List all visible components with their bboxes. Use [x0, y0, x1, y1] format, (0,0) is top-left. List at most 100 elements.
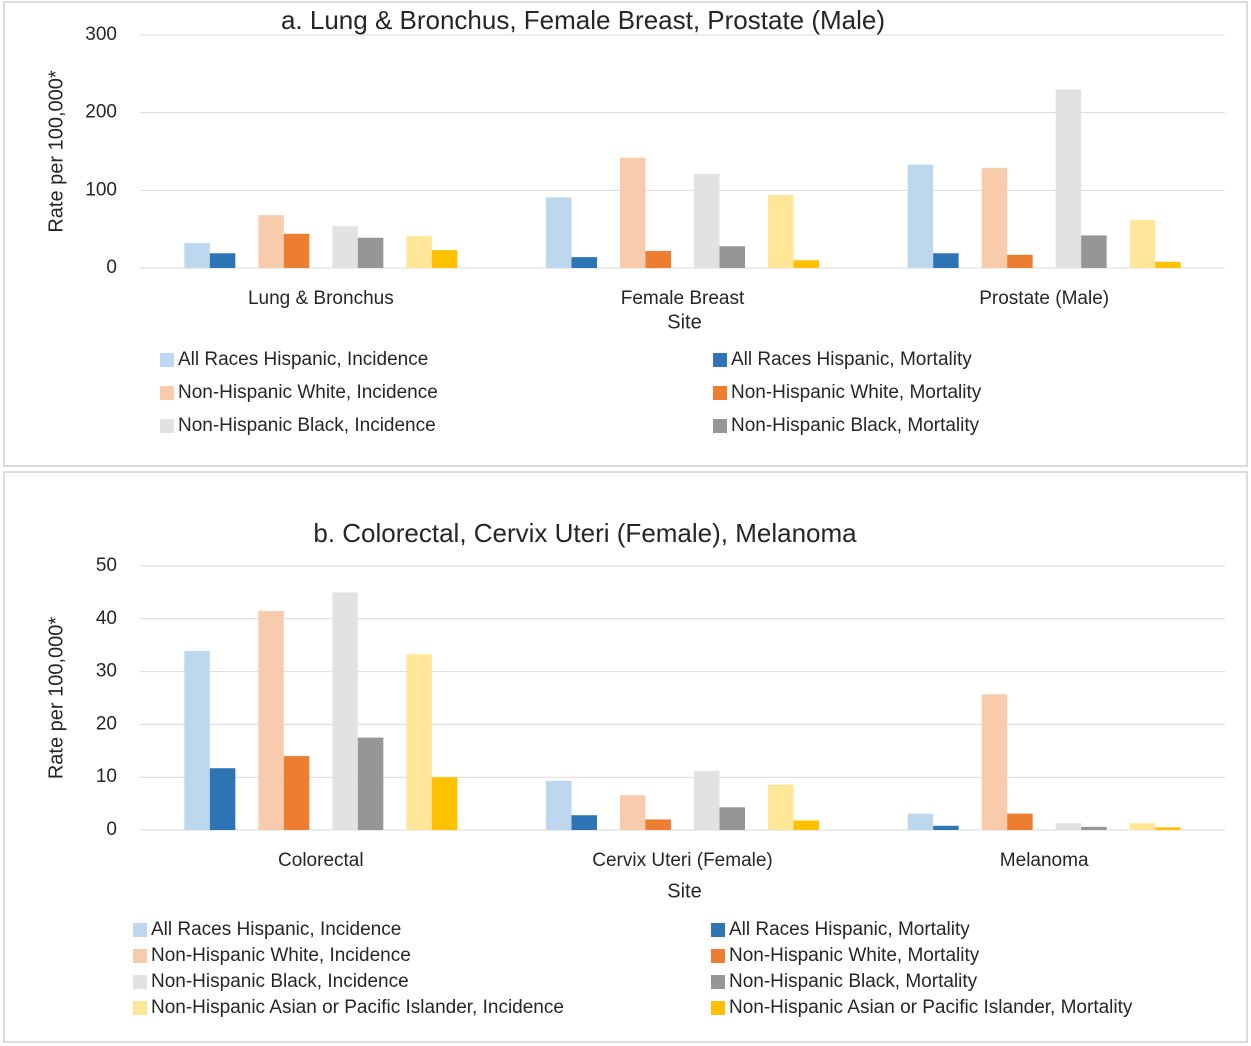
legend-swatch [133, 1001, 147, 1015]
legend-swatch [713, 353, 727, 367]
y-tick-label: 30 [96, 661, 117, 682]
legend-label: All Races Hispanic, Mortality [731, 349, 972, 370]
x-tick-label: Female Breast [621, 288, 745, 309]
bar [1007, 254, 1033, 268]
bar [793, 820, 819, 830]
bar [620, 795, 646, 830]
legend-label: Non-Hispanic Asian or Pacific Islander, … [729, 997, 1133, 1018]
legend-label: All Races Hispanic, Incidence [151, 919, 401, 940]
bar [1007, 813, 1033, 830]
bar [357, 237, 384, 268]
bar [332, 592, 358, 830]
legend-label: Non-Hispanic White, Incidence [151, 945, 411, 966]
bar [645, 819, 671, 830]
legend-label: Non-Hispanic Asian or Pacific Islander, … [151, 997, 564, 1018]
legend-label: Non-Hispanic Black, Incidence [151, 971, 409, 992]
legend-swatch [133, 975, 147, 989]
y-tick-label: 20 [96, 713, 117, 734]
bar [431, 777, 458, 830]
bar [1155, 827, 1181, 830]
chart-title: b. Colorectal, Cervix Uteri (Female), Me… [313, 518, 857, 548]
bar [1129, 219, 1156, 268]
bar [406, 654, 432, 830]
x-tick-label: Lung & Bronchus [248, 288, 394, 309]
legend-label: Non-Hispanic Black, Mortality [729, 971, 978, 992]
y-tick-label: 200 [85, 102, 117, 123]
legend-swatch [160, 419, 174, 433]
legend-swatch [713, 386, 727, 400]
bar [258, 610, 284, 830]
legend-label: All Races Hispanic, Mortality [729, 919, 970, 940]
legend-swatch [160, 353, 174, 367]
bar [431, 250, 458, 268]
y-tick-label: 40 [96, 608, 117, 629]
legend-swatch [713, 419, 727, 433]
bar [184, 651, 210, 830]
bar [1055, 823, 1082, 830]
bar [933, 825, 959, 830]
y-tick-label: 50 [96, 555, 117, 576]
legend-label: Non-Hispanic Black, Mortality [731, 415, 980, 436]
bar [694, 770, 720, 830]
legend-label: Non-Hispanic White, Incidence [178, 382, 438, 403]
bar [406, 236, 432, 268]
x-tick-label: Cervix Uteri (Female) [592, 850, 773, 871]
y-tick-label: 0 [106, 819, 117, 840]
y-tick-label: 0 [106, 257, 117, 278]
legend-swatch [711, 949, 725, 963]
x-tick-label: Melanoma [1000, 850, 1089, 871]
bar [357, 737, 384, 830]
legend-label: Non-Hispanic White, Mortality [731, 382, 982, 403]
bar [184, 243, 210, 268]
bar [1081, 235, 1107, 268]
legend-label: Non-Hispanic White, Mortality [729, 945, 980, 966]
bar [258, 215, 284, 268]
bar [981, 694, 1008, 830]
bar [571, 815, 597, 830]
chart-title: a. Lung & Bronchus, Female Breast, Prost… [281, 5, 885, 35]
x-tick-label: Prostate (Male) [979, 288, 1109, 309]
legend-swatch [133, 923, 147, 937]
x-axis-title: Site [667, 880, 701, 902]
bar [1055, 89, 1082, 268]
legend-swatch [160, 386, 174, 400]
bar [907, 164, 934, 268]
bar [793, 260, 819, 268]
x-axis-title: Site [667, 311, 701, 333]
bar [694, 174, 720, 268]
x-tick-label: Colorectal [278, 850, 364, 871]
bar [907, 813, 934, 830]
bar [1129, 823, 1156, 830]
legend-swatch [711, 1001, 725, 1015]
bar [719, 246, 745, 268]
bar [1155, 261, 1181, 268]
bar [546, 197, 572, 268]
bar [981, 167, 1008, 268]
bar [1081, 826, 1107, 830]
y-axis-title: Rate per 100,000* [45, 617, 67, 780]
bar [719, 807, 745, 830]
bar [332, 226, 358, 268]
bar [768, 194, 794, 268]
bar [283, 233, 310, 268]
bar [546, 780, 572, 830]
y-tick-label: 10 [96, 766, 117, 787]
legend-swatch [711, 975, 725, 989]
y-tick-label: 300 [85, 24, 117, 45]
legend-label: All Races Hispanic, Incidence [178, 349, 428, 370]
bar [571, 257, 597, 268]
y-axis-title: Rate per 100,000* [45, 70, 67, 233]
bar [209, 768, 236, 830]
bar [209, 253, 236, 268]
bar [645, 250, 671, 268]
legend-swatch [133, 949, 147, 963]
bar [283, 756, 310, 830]
legend-swatch [711, 923, 725, 937]
bar [620, 157, 646, 268]
chart-frame [3, 471, 1248, 1043]
bar [933, 253, 959, 268]
legend-label: Non-Hispanic Black, Incidence [178, 415, 436, 436]
y-tick-label: 100 [85, 179, 117, 200]
bar [768, 784, 794, 830]
